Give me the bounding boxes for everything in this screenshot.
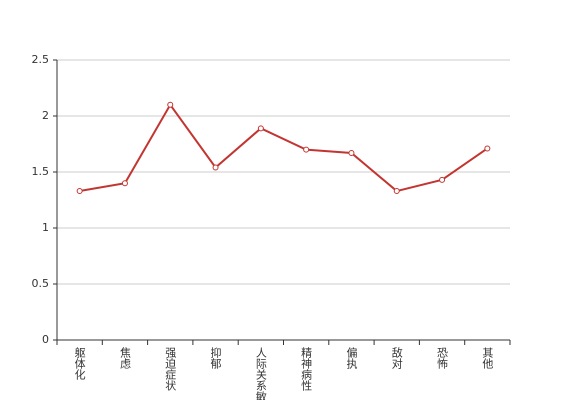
x-tick-label: 精神病性 bbox=[300, 347, 313, 392]
y-tick-label: 2.5 bbox=[32, 53, 50, 66]
point bbox=[121, 180, 128, 187]
x-tick-label: 抑郁 bbox=[209, 346, 222, 369]
point bbox=[212, 164, 219, 171]
x-tick-label: 偏执 bbox=[345, 346, 358, 370]
x-tick-label: 躯体化 bbox=[73, 347, 86, 381]
y-tick-label: 1.5 bbox=[32, 165, 50, 178]
point bbox=[439, 176, 446, 183]
line bbox=[79, 102, 488, 193]
x-tick-label: 敌对 bbox=[390, 346, 403, 369]
y-tick-label: 0.5 bbox=[32, 277, 50, 290]
x-tick-label: 人际关系敏感 bbox=[254, 347, 267, 400]
x-tick-label: 焦虑 bbox=[118, 347, 131, 369]
x-tick-label: 其他 bbox=[481, 347, 494, 369]
point bbox=[348, 149, 355, 156]
point bbox=[393, 188, 400, 195]
point bbox=[257, 125, 264, 132]
point bbox=[303, 146, 310, 153]
x-tick-label: 恐怖 bbox=[436, 347, 449, 369]
y-tick-label: 2 bbox=[42, 109, 49, 122]
point bbox=[76, 188, 83, 195]
y-tick-label: 0 bbox=[42, 333, 49, 346]
y-tick-label: 1 bbox=[42, 221, 49, 234]
point bbox=[484, 145, 491, 152]
point bbox=[167, 101, 174, 108]
x-tick-label: 强迫症状 bbox=[164, 347, 177, 391]
